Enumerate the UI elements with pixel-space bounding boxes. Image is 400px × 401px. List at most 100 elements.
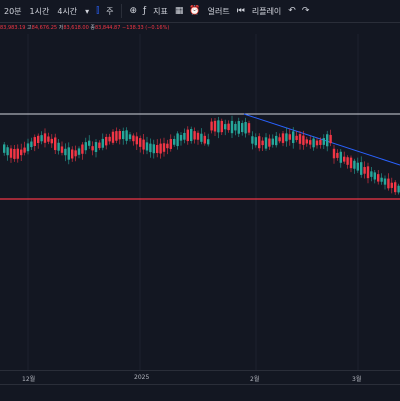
- candle-body: [200, 133, 203, 142]
- candle-body: [64, 148, 67, 156]
- candle-body: [234, 123, 237, 131]
- candle-body: [220, 120, 223, 133]
- candle-body: [285, 133, 288, 142]
- ohlc-close-label: 종: [90, 25, 95, 31]
- candle-body: [322, 138, 325, 145]
- candle-body: [145, 142, 149, 151]
- candle-body: [186, 129, 189, 142]
- interval-dropdown[interactable]: ▾: [85, 6, 90, 16]
- candle-body: [278, 137, 281, 142]
- candle-body: [159, 143, 162, 154]
- candle-body: [295, 135, 298, 140]
- candle-body: [94, 142, 98, 153]
- candle-body: [179, 135, 183, 141]
- candle-body: [132, 135, 135, 142]
- candle-body: [105, 136, 108, 146]
- candle-body: [40, 135, 43, 142]
- interval-20m[interactable]: 20분: [4, 6, 22, 16]
- candle-body: [258, 136, 261, 149]
- candle-body: [115, 131, 118, 141]
- undo-icon[interactable]: ↶: [288, 6, 296, 16]
- candle-body: [37, 135, 40, 143]
- chart-toolbar: 20분 1시간 4시간 ▾ ⫿ 주 ⊕ ƒ 지표 ▦ ⏰ 얼러트 ⏮ 리플레이 …: [0, 0, 400, 23]
- candle-body: [390, 182, 393, 188]
- candle-body: [336, 152, 339, 158]
- replay-button[interactable]: 리플레이: [251, 6, 282, 16]
- candle-body: [88, 140, 91, 146]
- candle-body: [33, 137, 36, 146]
- candle-body: [326, 134, 329, 147]
- candle-body: [156, 145, 159, 153]
- candle-body: [67, 147, 70, 160]
- candle-body: [57, 142, 60, 151]
- candle-body: [254, 137, 257, 146]
- candle-body: [380, 177, 383, 182]
- candle-body: [101, 138, 104, 148]
- candle-body: [20, 149, 23, 156]
- candle-body: [125, 130, 128, 141]
- alert-button[interactable]: 얼러트: [207, 6, 230, 16]
- candle-body: [319, 139, 322, 145]
- candle-body: [47, 136, 50, 142]
- candle-body: [298, 134, 302, 144]
- x-tick-label: 3월: [352, 376, 362, 383]
- candle-body: [230, 120, 234, 134]
- candle-body: [98, 142, 101, 149]
- candle-body: [377, 174, 380, 182]
- candle-body: [363, 167, 366, 174]
- ohlc-readout: 83,983.19 고84,676.25 저83,618.00 종83,844.…: [0, 23, 169, 33]
- candle-body: [128, 134, 132, 140]
- candle-body: [227, 123, 230, 131]
- candle-body: [373, 172, 376, 180]
- candle-body: [343, 156, 346, 162]
- templates-icon[interactable]: ▦: [174, 6, 184, 16]
- redo-icon[interactable]: ↷: [301, 6, 310, 16]
- interval-1h[interactable]: 1시간: [29, 6, 50, 16]
- candle-body: [251, 136, 254, 144]
- candle-body: [77, 148, 81, 155]
- candle-body: [71, 149, 74, 159]
- interval-4h[interactable]: 4시간: [57, 6, 78, 16]
- candle-body: [237, 121, 240, 134]
- candle-body: [356, 162, 359, 171]
- ohlc-high-label: 고: [27, 25, 32, 31]
- candle-body: [6, 147, 9, 156]
- candle-body: [111, 131, 115, 143]
- replay-icon[interactable]: ⏮: [236, 6, 245, 16]
- candle-body: [149, 143, 152, 153]
- indicators-button[interactable]: 지표: [153, 6, 168, 16]
- alert-icon[interactable]: ⏰: [189, 6, 201, 16]
- candle-body: [383, 178, 387, 185]
- price-chart[interactable]: [0, 34, 400, 370]
- candle-body: [142, 139, 145, 150]
- candle-body: [366, 166, 370, 179]
- x-tick-label: 2월: [250, 376, 260, 383]
- candle-body: [91, 146, 94, 151]
- candle-body: [84, 142, 87, 151]
- add-symbol-icon[interactable]: ⊕: [129, 6, 137, 16]
- candle-body: [173, 138, 176, 145]
- candlestick-icon[interactable]: ⫿: [96, 6, 100, 16]
- candle-body: [122, 131, 125, 140]
- x-tick-label: 2025: [134, 374, 150, 381]
- candle-body: [339, 151, 342, 163]
- candle-body: [210, 121, 213, 131]
- indicators-icon[interactable]: ƒ: [143, 6, 147, 16]
- toolbar-divider: [121, 4, 123, 18]
- candle-body: [43, 133, 47, 143]
- candle-body: [213, 120, 217, 132]
- candle-body: [353, 160, 356, 169]
- candle-body: [74, 150, 77, 157]
- candle-body: [196, 132, 200, 140]
- candle-body: [9, 148, 13, 158]
- compare-button[interactable]: 주: [106, 6, 114, 16]
- candle-body: [329, 134, 332, 144]
- candle-body: [176, 133, 179, 147]
- candle-body: [241, 123, 244, 133]
- candle-body: [166, 143, 169, 149]
- candle-body: [3, 144, 6, 153]
- candle-body: [302, 135, 305, 145]
- candle-body: [217, 120, 220, 133]
- trendline: [243, 113, 400, 166]
- candle-body: [139, 138, 142, 147]
